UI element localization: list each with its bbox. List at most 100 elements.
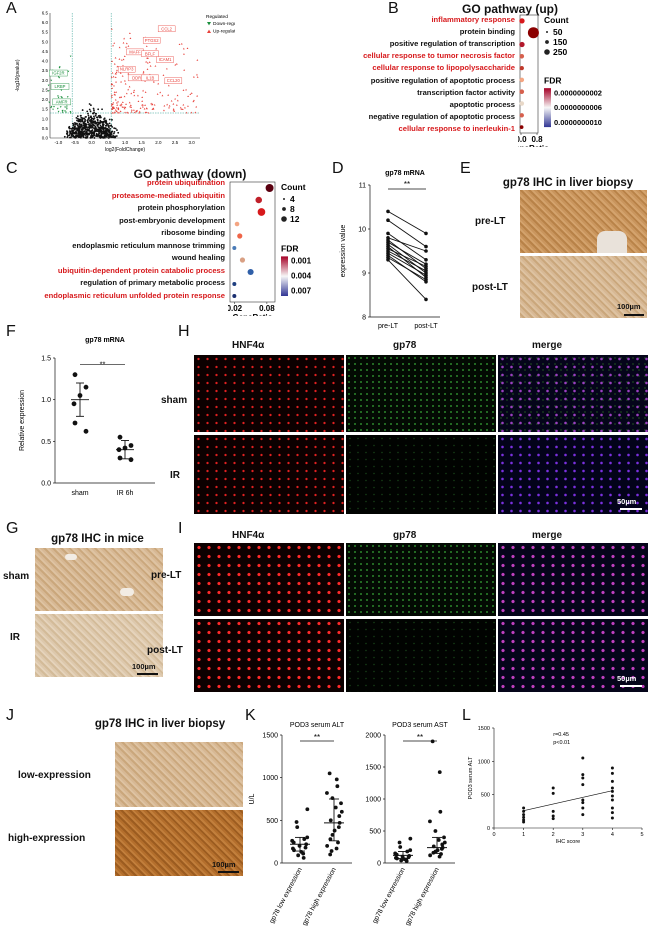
ns-point — [99, 134, 102, 137]
up-point — [127, 111, 129, 114]
go-up-dot — [519, 77, 525, 83]
panel-l-x-tick: 0 — [492, 832, 495, 838]
up-point — [153, 103, 156, 106]
i-col-hnf4a: HNF4α — [232, 530, 265, 541]
i-col-gp78: gp78 — [393, 530, 417, 541]
panel-label-b: B — [388, 0, 399, 17]
h-sham-hnf4a-image — [194, 355, 344, 432]
up-gene-label: ICAM1 — [159, 57, 172, 62]
ns-point — [109, 133, 111, 136]
up-point — [193, 99, 195, 102]
panel-e-row-post: post-LT — [472, 282, 508, 293]
sig-marker: ** — [404, 180, 410, 189]
up-point — [185, 88, 187, 91]
volcano-y-tick: 2.0 — [42, 97, 49, 102]
go-up-dot — [519, 41, 525, 48]
go-up-fdr-level: 0.0000000002 — [554, 88, 602, 97]
go-down-term-label: endoplasmic reticulum mannose trimming — [72, 240, 225, 250]
up-point — [163, 109, 165, 112]
scale-label-j: 100µm — [212, 860, 236, 869]
post-point — [424, 249, 428, 253]
ns-point — [73, 132, 76, 135]
go-up-dot — [519, 113, 524, 118]
panel-l-y-tick: 1500 — [478, 726, 490, 732]
ns-point — [73, 126, 76, 129]
low-point — [305, 835, 310, 840]
up-point — [113, 91, 116, 93]
up-point — [195, 105, 198, 108]
ns-point — [78, 120, 81, 123]
panel-e-row-pre: pre-LT — [475, 216, 506, 227]
up-point — [144, 104, 146, 106]
down-point — [58, 77, 61, 79]
up-point — [128, 101, 131, 104]
ns-point — [96, 128, 99, 131]
up-point — [137, 100, 140, 103]
up-point — [176, 94, 179, 97]
ns-point — [86, 136, 89, 139]
ns-point — [90, 133, 93, 135]
up-point — [124, 111, 126, 114]
panel-f-y-tick: 1.5 — [41, 356, 51, 363]
h-ir-hnf4a-image — [194, 435, 344, 514]
volcano-x-tick: 1.0 — [122, 140, 129, 145]
ns-point — [106, 130, 109, 133]
scatter-point — [522, 813, 526, 817]
up-point — [133, 89, 136, 92]
down-point — [61, 111, 64, 114]
i-post-merge-image — [498, 619, 648, 692]
up-point — [196, 59, 199, 61]
down-gene-label: AMFR — [56, 99, 68, 104]
high-point — [328, 852, 333, 857]
ir-point — [117, 434, 123, 440]
up-point — [196, 76, 199, 78]
up-point — [113, 111, 115, 114]
scatter-point — [610, 816, 614, 820]
panel-l-y-tick: 0 — [487, 826, 490, 832]
go-up-fdr-level: 0.0000000006 — [554, 103, 602, 112]
ns-point — [74, 127, 77, 130]
panel-label-j: J — [6, 707, 14, 724]
up-point — [163, 104, 166, 107]
go-up-count-dot — [544, 49, 550, 55]
up-gene-label: MAFF — [129, 49, 141, 54]
panel-label-h: H — [178, 323, 190, 340]
ns-point — [90, 117, 93, 120]
up-point — [114, 72, 117, 75]
up-point — [147, 111, 150, 114]
panel-g-row-sham: sham — [3, 571, 30, 582]
scatter-point — [610, 794, 614, 798]
high-point — [431, 850, 436, 855]
paired-line — [387, 219, 427, 247]
ns-point — [99, 124, 102, 127]
up-point — [121, 101, 124, 104]
panel-k-category: gp78 high expression — [301, 866, 338, 927]
ns-point — [88, 116, 90, 119]
up-point — [112, 44, 114, 47]
paired-expression-plot: gp78 mRNA 8 9 10 11 expression value pre-LT pos… — [340, 170, 440, 330]
ns-point — [101, 125, 104, 128]
ns-point — [92, 120, 95, 123]
h-col-merge: merge — [532, 340, 563, 351]
ns-point — [89, 132, 92, 135]
pre-point — [386, 218, 390, 222]
up-gene-label: CCL2 — [161, 26, 172, 31]
go-up-term-label: cellular response to lipopolysaccharide — [372, 63, 515, 73]
volcano-y-tick: 0.0 — [42, 136, 49, 141]
high-point — [334, 846, 339, 851]
ns-point — [71, 127, 73, 130]
ns-point — [100, 130, 103, 133]
paired-line — [387, 248, 427, 267]
up-point — [133, 94, 136, 97]
up-point — [123, 55, 126, 57]
up-point — [130, 110, 133, 113]
ns-point — [113, 130, 116, 133]
low-point — [305, 807, 310, 812]
scatter-point — [522, 820, 526, 824]
ns-point — [106, 134, 109, 136]
panel-f-y-tick: 1.0 — [41, 397, 51, 404]
high-point — [436, 838, 441, 842]
up-point — [120, 59, 123, 61]
ns-point — [102, 131, 105, 134]
ns-point — [82, 117, 85, 120]
